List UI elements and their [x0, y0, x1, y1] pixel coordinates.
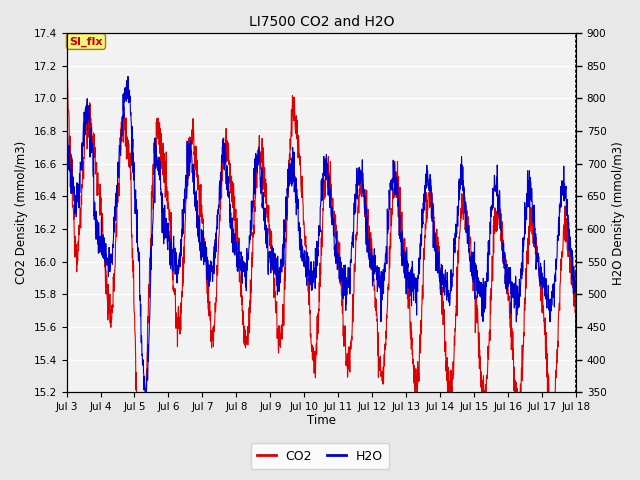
Legend: CO2, H2O: CO2, H2O: [251, 444, 389, 469]
Text: SI_flx: SI_flx: [69, 36, 103, 47]
Y-axis label: CO2 Density (mmol/m3): CO2 Density (mmol/m3): [15, 141, 28, 284]
Title: LI7500 CO2 and H2O: LI7500 CO2 and H2O: [249, 15, 394, 29]
X-axis label: Time: Time: [307, 414, 336, 427]
Y-axis label: H2O Density (mmol/m3): H2O Density (mmol/m3): [612, 141, 625, 285]
